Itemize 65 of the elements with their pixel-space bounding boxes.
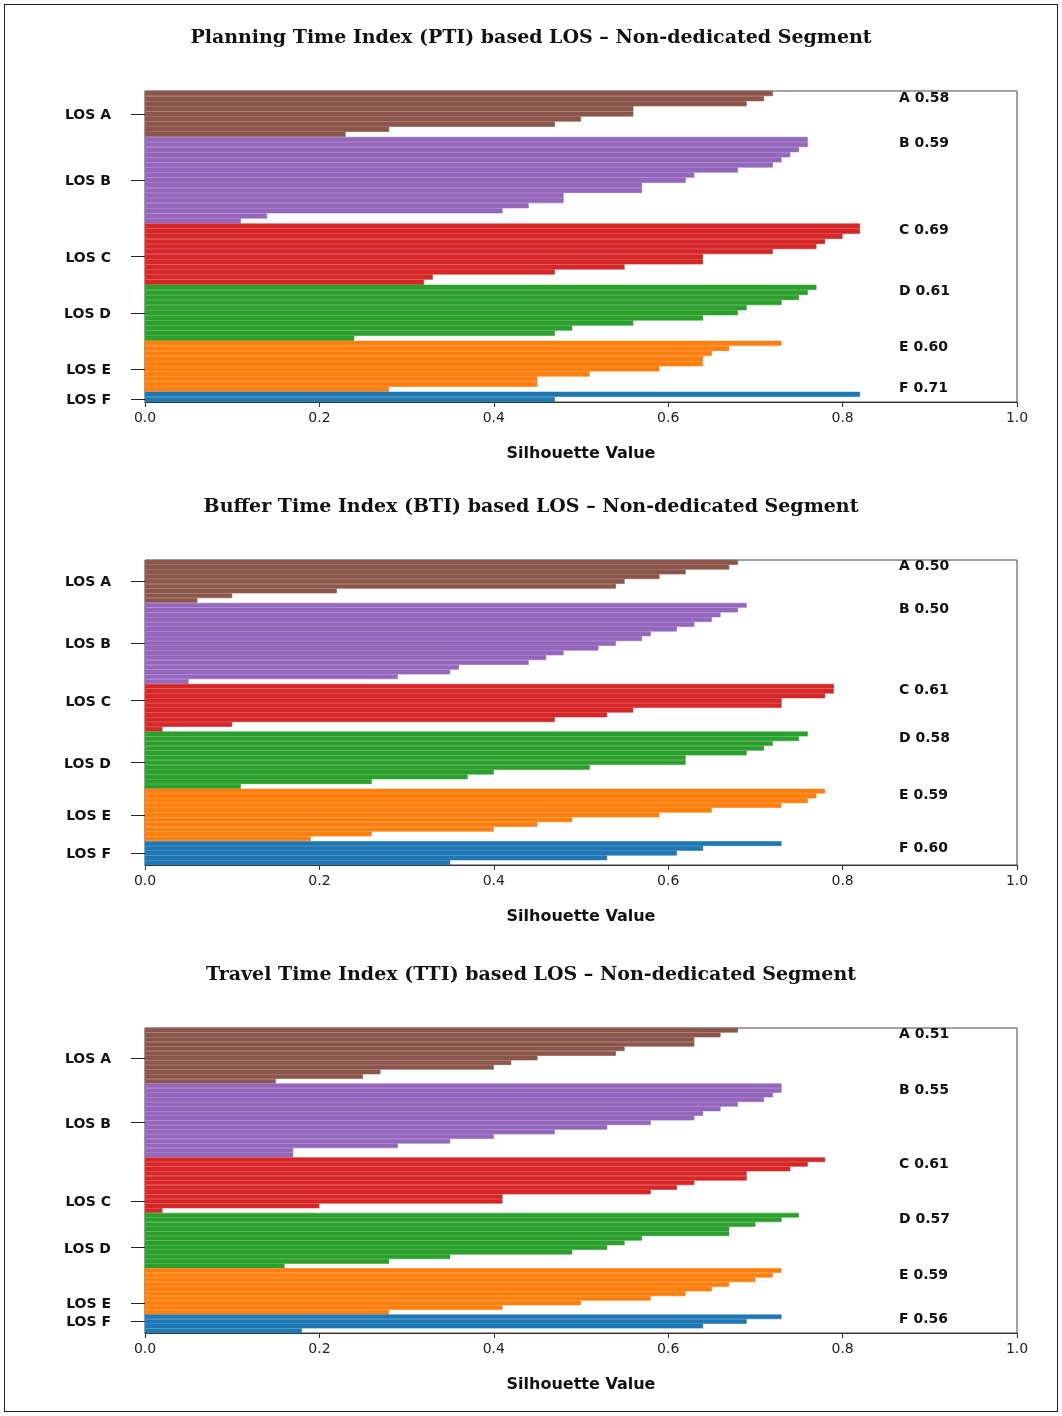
x-tick-label: 0.4 [482,871,506,888]
annotation: E 0.60 [899,338,949,355]
y-tick-label: LOS C [65,1193,111,1210]
annotation: A 0.51 [899,1025,950,1042]
x-tick-label: 0.2 [308,409,331,425]
y-tick-label: LOS F [66,1313,111,1330]
y-tick-label: LOS C [65,692,111,709]
annotation: F 0.71 [899,379,948,395]
x-tick-label: 0.4 [482,1340,506,1357]
y-tick-label: LOS B [65,172,111,189]
annotation: A 0.50 [899,557,950,574]
x-tick-label: 0.4 [482,409,506,425]
annotation: B 0.55 [899,1081,950,1098]
annotation: A 0.58 [899,88,950,105]
y-tick-label: LOS A [64,1050,112,1067]
x-tick-label: 0.2 [308,871,331,888]
y-tick-label: LOS A [64,105,112,122]
x-tick-label: 1.0 [1005,871,1029,888]
bar [145,1213,799,1218]
x-tick-label: 0.8 [831,1340,854,1357]
chart-title: Planning Time Index (PTI) based LOS – Non-dedicated Segment [190,24,872,47]
annotation: C 0.69 [899,221,949,238]
x-tick-label: 0.2 [308,1340,331,1357]
x-tick-label: 0.6 [657,1340,680,1357]
y-tick-label: LOS B [65,635,111,652]
annotation: D 0.58 [899,728,951,745]
bar [145,1083,782,1089]
annotation: B 0.59 [899,134,950,151]
y-tick-label: LOS D [64,754,111,771]
annotation: C 0.61 [899,680,949,697]
x-tick-label: 0.0 [133,871,157,888]
x-tick-label: 0.8 [831,871,854,888]
x-axis-title: Silhouette Value [506,905,656,925]
annotation: F 0.56 [899,1310,948,1327]
annotation: E 0.59 [899,1265,948,1282]
x-tick-label: 0.6 [657,409,680,425]
y-tick-label: LOS E [66,360,111,377]
y-tick-label: LOS C [65,248,111,265]
x-tick-label: 1.0 [1005,1340,1029,1357]
chart-title: Travel Time Index (TTI) based LOS – Non-dedicated Segment [205,961,857,984]
y-tick-label: LOS F [66,844,111,861]
x-axis-title: Silhouette Value [506,442,656,462]
y-tick-label: LOS D [64,1239,111,1256]
annotation: C 0.61 [899,1155,949,1172]
y-tick-label: LOS E [66,1295,111,1312]
bar [145,1268,782,1274]
y-tick-label: LOS E [66,806,111,823]
annotation: D 0.61 [899,282,951,299]
y-tick-label: LOS A [64,573,112,590]
x-tick-label: 0.8 [831,409,854,425]
y-tick-label: LOS F [66,391,111,408]
bar [145,1314,782,1320]
annotation: E 0.59 [899,785,948,802]
annotation: D 0.57 [899,1210,951,1227]
y-tick-label: LOS D [64,304,111,321]
x-tick-label: 0.6 [657,871,680,888]
annotation: F 0.60 [899,838,949,855]
x-axis-title: Silhouette Value [506,1373,656,1393]
bar [145,1157,826,1163]
x-tick-label: 0.0 [133,1340,157,1357]
chart-title: Buffer Time Index (BTI) based LOS – Non-dedicated Segment [203,493,859,516]
y-tick-label: LOS B [65,1115,111,1132]
x-tick-label: 1.0 [1005,409,1029,425]
x-tick-label: 0.0 [133,409,157,425]
annotation: B 0.50 [899,599,950,616]
